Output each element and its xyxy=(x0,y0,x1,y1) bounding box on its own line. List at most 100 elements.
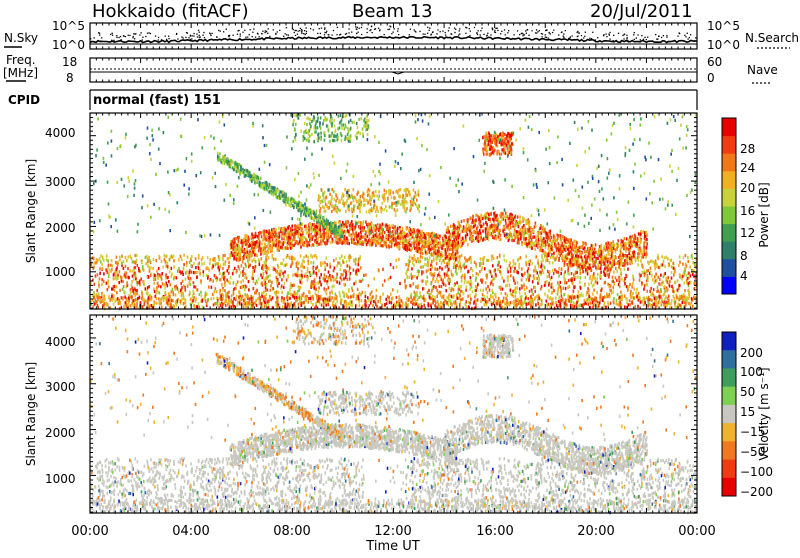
rti-cell xyxy=(123,260,125,263)
rti-cell xyxy=(121,262,123,265)
rti-cell xyxy=(617,239,619,242)
rti-cell xyxy=(594,277,596,280)
rti-cell xyxy=(370,293,372,296)
noise-point xyxy=(550,33,551,34)
noise-point xyxy=(229,35,230,36)
rti-cell xyxy=(312,243,314,246)
rti-cell xyxy=(268,267,270,270)
rti-cell xyxy=(413,242,415,245)
noise-point xyxy=(584,36,585,37)
rti-cell xyxy=(504,259,506,262)
rti-cell xyxy=(182,280,184,283)
rti-cell xyxy=(105,268,107,271)
rti-cell xyxy=(485,281,487,284)
rti-cell xyxy=(524,288,526,291)
rti-cell xyxy=(336,300,338,303)
rti-cell xyxy=(393,237,395,240)
noise-point xyxy=(209,33,210,34)
noise-point xyxy=(685,36,686,37)
rti-cell xyxy=(406,247,408,250)
rti-cell xyxy=(136,259,138,262)
rti-cell xyxy=(358,258,360,261)
rti-cell xyxy=(301,282,303,285)
noise-point xyxy=(517,30,518,31)
rti-cell xyxy=(248,239,250,242)
noise-point xyxy=(150,33,151,34)
rti-cell xyxy=(252,273,254,276)
rti-cell xyxy=(443,295,445,298)
noise-point xyxy=(118,37,119,38)
rti-cell xyxy=(224,289,226,292)
rti-cell xyxy=(227,292,229,295)
rti-cell xyxy=(181,298,183,301)
rti-cell xyxy=(679,261,681,264)
noise-point xyxy=(317,33,318,34)
rti-cell xyxy=(437,268,439,271)
rti-cell xyxy=(362,226,364,229)
rti-cell xyxy=(113,285,115,288)
rti-cell xyxy=(201,262,203,265)
noise-point xyxy=(655,34,656,35)
rti-cell xyxy=(252,251,254,254)
rti-cell xyxy=(258,234,260,237)
noise-point xyxy=(324,34,325,35)
rti-cell xyxy=(349,266,351,269)
rti-cell xyxy=(584,284,586,287)
rti-cell xyxy=(209,258,211,261)
rti-cell xyxy=(452,253,454,256)
rti-cell xyxy=(235,283,237,286)
rti-cell xyxy=(445,284,447,287)
rti-cell xyxy=(207,256,209,259)
rti-cell xyxy=(254,253,256,256)
rti-cell xyxy=(534,290,536,293)
rti-cell xyxy=(388,230,390,233)
rti-cell xyxy=(397,228,399,231)
rti-cell xyxy=(281,278,283,281)
rti-cell xyxy=(286,237,288,240)
rti-cell xyxy=(490,295,492,298)
rti-cell xyxy=(624,259,626,262)
rti-cell xyxy=(292,246,294,249)
noise-point xyxy=(306,31,307,32)
rti-cell xyxy=(251,233,253,236)
rti-cell xyxy=(287,247,289,250)
rti-cell xyxy=(145,287,147,290)
noise-point xyxy=(542,33,543,34)
rti-cell xyxy=(565,287,567,290)
rti-cell xyxy=(229,300,231,303)
rti-cell xyxy=(485,231,487,234)
noise-point xyxy=(448,30,449,31)
rti-cell xyxy=(469,294,471,297)
rti-cell xyxy=(330,277,332,280)
rti-cell xyxy=(270,284,272,287)
rti-cell xyxy=(495,224,497,227)
rti-cell xyxy=(593,289,595,292)
noise-point xyxy=(148,32,149,33)
rti-cell xyxy=(328,286,330,289)
rti-cell xyxy=(548,289,550,292)
rti-cell xyxy=(460,269,462,272)
rti-cell xyxy=(324,261,326,264)
rti-cell xyxy=(283,236,285,239)
noise-point xyxy=(689,37,690,38)
rti-cell xyxy=(216,290,218,293)
rti-cell xyxy=(280,246,282,249)
rti-cell xyxy=(368,284,370,287)
rti-cell xyxy=(428,293,430,296)
noise-point xyxy=(577,32,578,33)
rti-cell xyxy=(460,262,462,265)
noise-point xyxy=(606,36,607,37)
rti-cell xyxy=(406,297,408,300)
rti-cell xyxy=(318,290,320,293)
rti-cell xyxy=(669,280,671,283)
rti-cell xyxy=(428,269,430,272)
rti-cell xyxy=(267,288,269,291)
noise-point xyxy=(133,33,134,34)
rti-cell xyxy=(311,226,313,229)
rti-cell xyxy=(365,235,367,238)
rti-cell xyxy=(165,291,167,294)
noise-point xyxy=(568,38,569,39)
rti-cell xyxy=(596,291,598,294)
rti-cell xyxy=(400,240,402,243)
noise-point xyxy=(626,35,627,36)
